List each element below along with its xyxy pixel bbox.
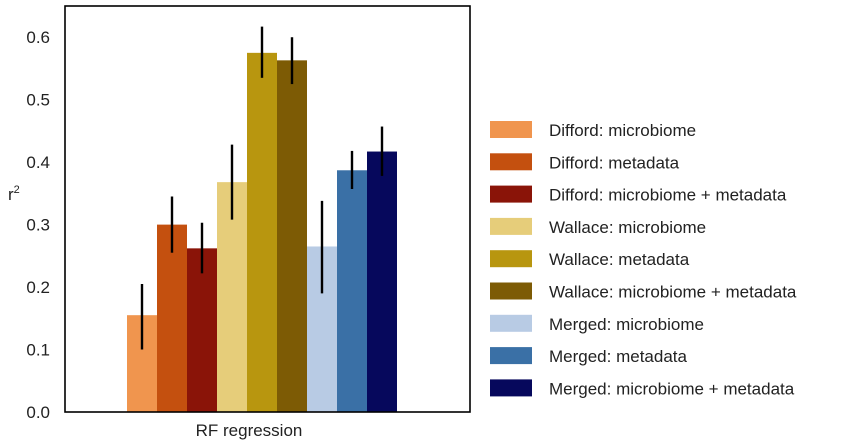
error-bars-group <box>140 26 384 350</box>
y-axis-label: r2 <box>8 184 20 204</box>
legend-label-merged-microbiome: Merged: microbiome <box>549 315 704 334</box>
legend-label-wallace-metadata: Wallace: metadata <box>549 250 690 269</box>
legend-label-merged-metadata: Merged: metadata <box>549 347 688 366</box>
bar-difford-microbiome-metadata <box>187 248 217 412</box>
legend-label-wallace-microbiome-metadata: Wallace: microbiome + metadata <box>549 283 797 302</box>
bar-merged-metadata <box>337 170 367 412</box>
y-axis-ticks: 0.0 0.1 0.2 0.3 0.4 0.5 0.6 <box>26 28 50 422</box>
legend-label-merged-microbiome-metadata: Merged: microbiome + metadata <box>549 379 795 398</box>
legend-label-difford-metadata: Difford: metadata <box>549 153 680 172</box>
plot-frame <box>64 5 471 413</box>
y-tick-label: 0.6 <box>26 28 50 47</box>
y-tick-label: 0.1 <box>26 341 50 360</box>
x-category-label: RF regression <box>196 421 303 440</box>
bar-difford-metadata <box>157 224 187 412</box>
y-axis-label-base: r <box>8 185 14 204</box>
y-tick-label: 0.2 <box>26 278 50 297</box>
bar-wallace-metadata <box>247 52 277 412</box>
y-tick-label: 0.3 <box>26 216 50 235</box>
legend: Difford: microbiome Difford: metadata Diff… <box>490 121 797 398</box>
y-tick-label: 0.0 <box>26 403 50 422</box>
legend-label-difford-microbiome-metadata: Difford: microbiome + metadata <box>549 186 787 205</box>
legend-swatch-merged-metadata <box>490 347 532 365</box>
legend-swatch-merged-microbiome-metadata <box>490 379 532 397</box>
legend-swatch-wallace-microbiome-metadata <box>490 282 532 300</box>
legend-label-wallace-microbiome: Wallace: microbiome <box>549 218 706 237</box>
legend-swatch-difford-metadata <box>490 153 532 171</box>
bars-group <box>127 52 397 412</box>
legend-swatch-merged-microbiome <box>490 314 532 332</box>
legend-swatch-wallace-microbiome <box>490 217 532 235</box>
bar-wallace-microbiome <box>217 182 247 412</box>
y-tick-label: 0.4 <box>26 153 50 172</box>
legend-swatch-difford-microbiome <box>490 121 532 138</box>
y-tick-label: 0.5 <box>26 91 50 110</box>
bar-merged-microbiome-metadata <box>367 151 397 412</box>
bar-wallace-microbiome-metadata <box>277 60 307 412</box>
legend-swatch-wallace-metadata <box>490 250 532 268</box>
legend-label-difford-microbiome: Difford: microbiome <box>549 121 696 140</box>
y-axis-label-superscript: 2 <box>14 184 20 196</box>
legend-swatch-difford-microbiome-metadata <box>490 185 532 203</box>
